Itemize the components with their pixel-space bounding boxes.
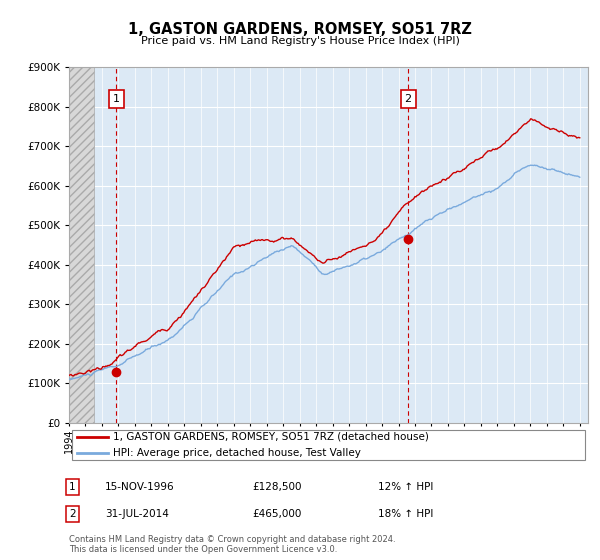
FancyBboxPatch shape	[71, 430, 586, 460]
Text: 1, GASTON GARDENS, ROMSEY, SO51 7RZ (detached house): 1, GASTON GARDENS, ROMSEY, SO51 7RZ (det…	[113, 432, 429, 442]
Text: Contains HM Land Registry data © Crown copyright and database right 2024.
This d: Contains HM Land Registry data © Crown c…	[69, 535, 395, 554]
Text: 2: 2	[69, 509, 76, 519]
Text: HPI: Average price, detached house, Test Valley: HPI: Average price, detached house, Test…	[113, 447, 361, 458]
Text: £128,500: £128,500	[252, 482, 302, 492]
Text: £465,000: £465,000	[252, 509, 301, 519]
Text: 15-NOV-1996: 15-NOV-1996	[105, 482, 175, 492]
Text: 1, GASTON GARDENS, ROMSEY, SO51 7RZ: 1, GASTON GARDENS, ROMSEY, SO51 7RZ	[128, 22, 472, 38]
Text: 1: 1	[69, 482, 76, 492]
Text: 2: 2	[404, 94, 412, 104]
Text: 31-JUL-2014: 31-JUL-2014	[105, 509, 169, 519]
Text: Price paid vs. HM Land Registry's House Price Index (HPI): Price paid vs. HM Land Registry's House …	[140, 36, 460, 46]
Text: 1: 1	[113, 94, 120, 104]
Text: 12% ↑ HPI: 12% ↑ HPI	[378, 482, 433, 492]
Bar	[69, 67, 94, 423]
Text: 18% ↑ HPI: 18% ↑ HPI	[378, 509, 433, 519]
